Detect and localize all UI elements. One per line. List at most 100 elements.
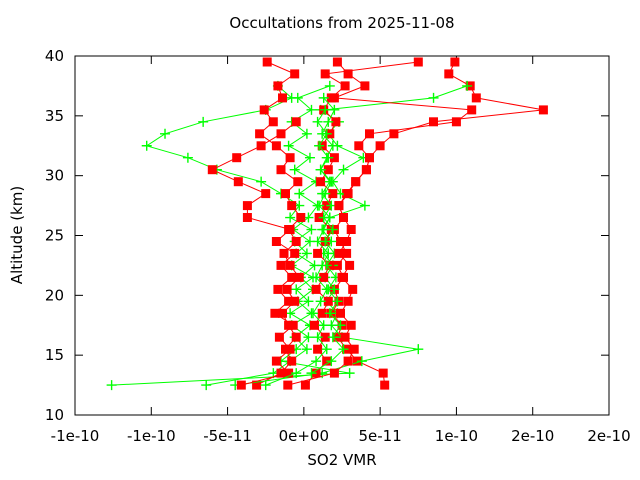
data-point-marker	[236, 380, 246, 390]
data-point-marker	[365, 153, 374, 163]
data-point-marker	[284, 368, 294, 378]
data-point-marker	[291, 237, 301, 246]
data-point-marker	[283, 140, 294, 151]
data-point-marker	[160, 128, 171, 139]
data-point-marker	[207, 165, 217, 175]
data-point-marker	[301, 128, 312, 139]
data-point-marker	[318, 92, 329, 103]
series-line	[305, 61, 419, 386]
data-point-marker	[291, 117, 301, 127]
data-point-marker	[278, 93, 287, 103]
data-point-marker	[321, 152, 332, 163]
data-point-marker	[268, 117, 278, 127]
data-point-marker	[285, 212, 296, 223]
data-point-marker	[260, 380, 271, 391]
data-point-marker	[281, 344, 290, 354]
data-point-marker	[255, 129, 265, 139]
series-occultation-green-2	[141, 80, 319, 391]
series-line	[256, 61, 302, 386]
data-point-marker	[342, 248, 352, 258]
data-point-marker	[312, 332, 323, 343]
data-point-marker	[310, 320, 319, 330]
data-point-marker	[288, 320, 298, 330]
data-point-marker	[317, 308, 327, 318]
plot-border	[74, 55, 610, 416]
data-point-marker	[182, 152, 193, 163]
data-point-marker	[413, 344, 424, 355]
data-point-marker	[339, 213, 348, 222]
data-point-marker	[294, 272, 304, 282]
data-point-marker	[360, 81, 370, 91]
data-point-marker	[279, 248, 289, 258]
data-point-marker	[233, 177, 243, 187]
data-point-marker	[338, 164, 349, 175]
y-tick-label: 35	[45, 107, 64, 125]
data-point-marker	[375, 141, 385, 151]
data-point-marker	[361, 165, 371, 175]
data-point-marker	[291, 332, 301, 342]
data-point-marker	[232, 153, 242, 163]
data-point-marker	[318, 320, 329, 331]
data-point-marker	[271, 237, 281, 246]
data-point-marker	[261, 189, 271, 199]
data-point-marker	[294, 188, 305, 199]
y-axis-title: Altitude (km)	[8, 185, 26, 285]
data-point-marker	[340, 81, 350, 91]
data-point-marker	[316, 177, 326, 187]
data-point-marker	[312, 236, 323, 247]
data-point-marker	[270, 308, 280, 318]
y-tick-label: 20	[45, 286, 64, 304]
data-point-marker	[327, 332, 338, 343]
data-point-marker	[276, 260, 286, 270]
data-point-marker	[323, 296, 333, 306]
data-point-marker	[354, 141, 364, 151]
data-point-marker	[284, 320, 294, 330]
data-point-marker	[346, 320, 356, 330]
data-point-marker	[331, 117, 341, 127]
data-point-marker	[281, 189, 290, 199]
data-point-marker	[285, 344, 295, 354]
data-point-marker	[285, 225, 295, 234]
data-point-marker	[336, 237, 345, 246]
x-tick-label: -5e-11	[203, 427, 252, 445]
data-point-marker	[451, 117, 461, 127]
series-line	[235, 109, 419, 386]
series-occultation-green-1	[106, 80, 355, 391]
x-tick-label: 2e-10	[587, 427, 630, 445]
series-line	[330, 61, 544, 386]
data-point-marker	[345, 260, 355, 270]
x-tick-label: 0e+00	[279, 427, 329, 445]
data-point-marker	[314, 200, 325, 211]
data-point-marker	[290, 296, 300, 306]
series-line	[145, 85, 314, 386]
data-point-marker	[342, 237, 352, 246]
data-point-marker	[306, 224, 317, 235]
data-point-marker	[315, 164, 326, 175]
data-point-marker	[356, 356, 367, 367]
data-point-marker	[271, 356, 281, 366]
data-point-marker	[274, 332, 284, 342]
data-point-marker	[344, 368, 355, 379]
series-occultation-red-2	[252, 57, 306, 390]
data-point-marker	[380, 380, 390, 390]
data-point-marker	[198, 116, 209, 127]
data-point-marker	[300, 380, 310, 390]
data-point-marker	[337, 272, 347, 282]
data-point-marker	[327, 140, 338, 151]
data-point-marker	[429, 117, 438, 127]
data-point-marker	[389, 129, 399, 139]
data-point-marker	[328, 189, 338, 199]
data-point-marker	[201, 380, 212, 391]
data-point-marker	[286, 92, 297, 103]
data-point-marker	[378, 368, 388, 378]
data-point-marker	[308, 308, 319, 319]
data-point-marker	[327, 224, 338, 235]
data-point-marker	[291, 368, 302, 379]
data-point-marker	[329, 153, 339, 163]
data-point-marker	[306, 104, 317, 115]
data-point-marker	[317, 128, 328, 139]
data-point-marker	[343, 69, 353, 79]
data-point-marker	[285, 260, 295, 270]
data-point-marker	[326, 176, 337, 187]
series-line	[111, 85, 350, 386]
